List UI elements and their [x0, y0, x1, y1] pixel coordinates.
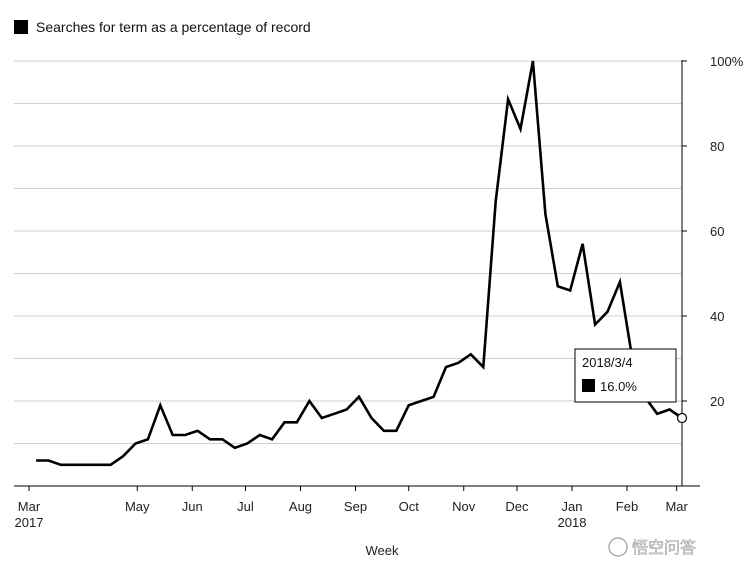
gridlines [14, 60, 682, 444]
y-tick-label: 60 [710, 224, 724, 239]
tooltip-value: 16.0% [600, 379, 637, 394]
x-tick-label: May [125, 499, 150, 514]
y-tick-label: 100% [710, 54, 744, 69]
x-tick-label: Jan [561, 499, 582, 514]
x-tick-label: Nov [452, 499, 476, 514]
legend-label: Searches for term as a percentage of rec… [36, 19, 311, 35]
x-axis-title: Week [366, 543, 399, 558]
watermark-logo [608, 537, 628, 557]
tooltip: 2018/3/4 16.0% [574, 348, 677, 403]
y-axis-ticks: 20 40 60 80 100% [682, 54, 744, 409]
x-tick-label: Aug [289, 499, 312, 514]
y-tick-label: 40 [710, 309, 724, 324]
watermark-text: 悟空问答 [632, 538, 696, 557]
series-line [36, 60, 683, 467]
tooltip-box [574, 348, 677, 403]
x-tick-label: Sep [344, 499, 367, 514]
hover-point [676, 412, 688, 424]
tooltip-date: 2018/3/4 [582, 355, 633, 370]
x-tick-label: Jun [182, 499, 203, 514]
x-tick-sublabel: 2017 [15, 515, 44, 530]
tooltip-swatch [582, 379, 595, 392]
y-tick-label: 20 [710, 394, 724, 409]
watermark: 悟空问答 [608, 537, 696, 557]
x-tick-label: Dec [505, 499, 529, 514]
legend: Searches for term as a percentage of rec… [14, 19, 311, 35]
x-tick-label: Jul [237, 499, 254, 514]
legend-swatch [14, 20, 28, 34]
x-tick-label: Mar [18, 499, 41, 514]
x-tick-label: Mar [665, 499, 688, 514]
x-tick-label: Feb [616, 499, 638, 514]
y-tick-label: 80 [710, 139, 724, 154]
x-tick-sublabel: 2018 [558, 515, 587, 530]
x-tick-label: Oct [399, 499, 420, 514]
